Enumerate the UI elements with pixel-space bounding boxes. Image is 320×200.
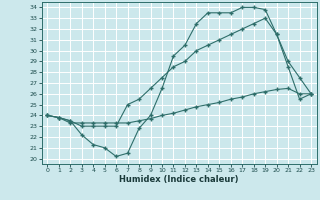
X-axis label: Humidex (Indice chaleur): Humidex (Indice chaleur)	[119, 175, 239, 184]
